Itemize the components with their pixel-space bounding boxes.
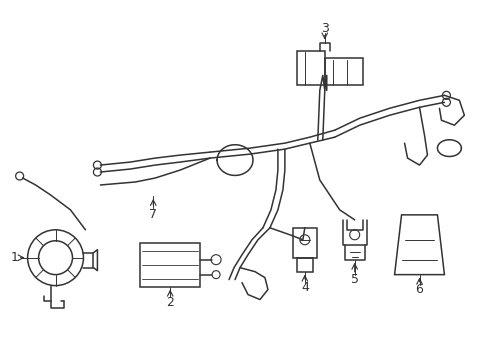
Text: 5: 5 (350, 273, 358, 286)
Text: 1: 1 (11, 251, 19, 264)
Bar (324, 58, 362, 85)
Bar (140, 243, 200, 287)
Text: 2: 2 (166, 296, 174, 309)
Text: 3: 3 (320, 22, 328, 35)
Text: 7: 7 (149, 208, 157, 221)
Bar (296, 258, 312, 272)
Text: 4: 4 (300, 281, 308, 294)
Bar (292, 228, 316, 258)
Bar (296, 50, 324, 85)
Text: 6: 6 (415, 283, 423, 296)
